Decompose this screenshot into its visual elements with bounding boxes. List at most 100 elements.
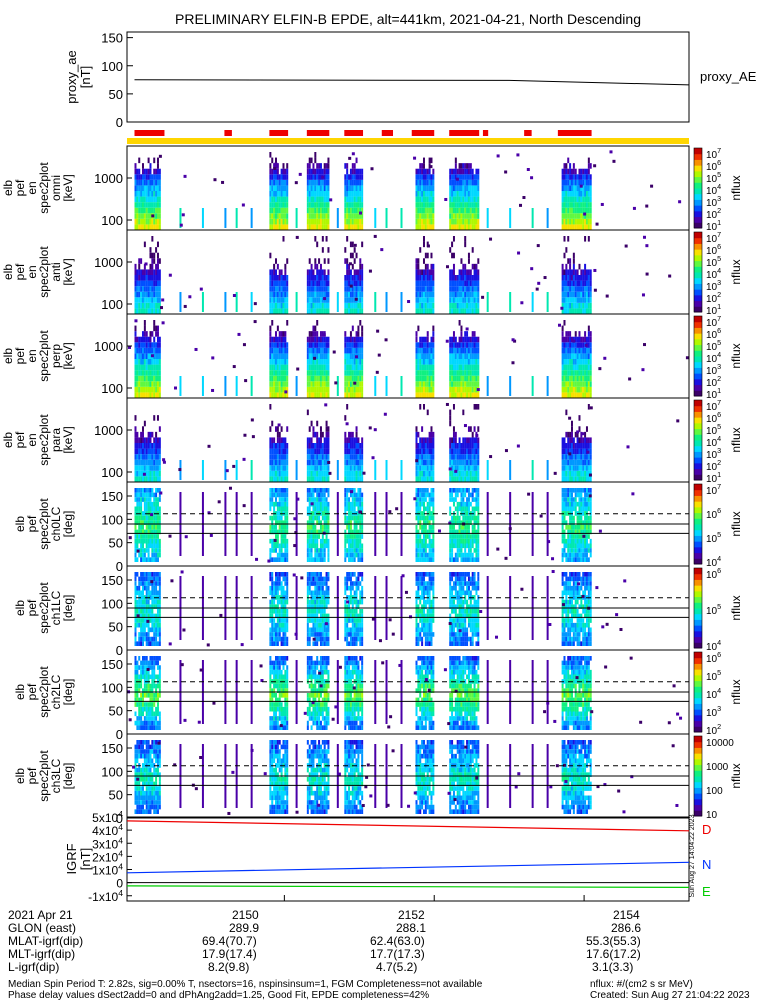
colorbar-segment xyxy=(694,283,702,289)
science-zone-bar xyxy=(134,130,164,136)
spec-panel-5: 150100500elbpefspec2plotch1LC[deg]106105… xyxy=(13,566,743,658)
colorbar-segment xyxy=(694,747,702,753)
colorbar-segment xyxy=(694,495,702,501)
colorbar-segment xyxy=(694,602,702,608)
colorbar-segment xyxy=(694,316,702,322)
colorbar-segment xyxy=(694,232,702,238)
colorbar-segment xyxy=(694,501,702,507)
proxy-ae-legend: proxy_AE xyxy=(700,69,757,84)
colorbar-tick-label: 10 xyxy=(706,810,718,821)
colorbar-tick-label: 106 xyxy=(706,506,721,521)
science-zone-bar xyxy=(449,130,479,136)
colorbar-tick-label: 105 xyxy=(706,530,721,545)
spec-ytick-label: 150 xyxy=(101,741,123,756)
spec-ytick-label: 0 xyxy=(116,727,123,742)
spec-ylabel-line: [deg] xyxy=(61,511,75,538)
science-zone-bar xyxy=(224,130,231,136)
igrf-legend-e: E xyxy=(702,884,711,899)
spec-ytick-label: 1000 xyxy=(94,255,123,270)
proxy-ae-line xyxy=(135,80,690,85)
spec-ytick-label: 50 xyxy=(109,788,123,803)
colorbar-segment xyxy=(694,434,702,440)
footer-l-1: 8.2(9.8) xyxy=(208,961,249,974)
colorbar-segment xyxy=(694,568,702,574)
proxy-ae-ylabel-line1: proxy_ae xyxy=(64,50,79,103)
colorbar-segment xyxy=(694,356,702,362)
footer-note-phase: Phase delay values dSect2add=0 and dPhAn… xyxy=(8,990,429,1001)
spec-ytick-label: 100 xyxy=(101,596,123,611)
colorbar-segment xyxy=(694,429,702,435)
spec-panel-2: 1000100elbpefenspec2plotperp[keV]1071061… xyxy=(1,314,743,401)
colorbar-segment xyxy=(694,726,702,732)
colorbar-segment xyxy=(694,249,702,255)
science-zone-bar xyxy=(412,130,434,136)
spec-panel-frame xyxy=(127,146,689,230)
colorbar-segment xyxy=(694,327,702,333)
colorbar-segment xyxy=(694,484,702,490)
colorbar-segment xyxy=(694,474,702,480)
colorbar-segment xyxy=(694,159,702,165)
colorbar-segment xyxy=(694,547,702,553)
proxy-ae-ytick-label: 0 xyxy=(116,115,123,130)
colorbar-segment xyxy=(694,211,702,217)
spec-ylabel-line: [keV] xyxy=(61,342,75,369)
spec-panel-frame xyxy=(127,314,689,398)
colorbar-segment xyxy=(694,205,702,211)
colorbar-segment xyxy=(694,411,702,417)
spec-ytick-label: 150 xyxy=(101,657,123,672)
colorbar-segment xyxy=(694,177,702,183)
colorbar-label: nflux xyxy=(729,679,743,704)
spec-ytick-label: 100 xyxy=(101,381,123,396)
footer-note-nflux: nflux: #/(cm2 s sr MeV) xyxy=(590,979,693,990)
colorbar-segment xyxy=(694,574,702,580)
spec-ytick-label: 100 xyxy=(101,297,123,312)
colorbar-segment xyxy=(694,217,702,223)
spec-panel-3: 1000100elbpefenspec2plotpara[keV]1071061… xyxy=(1,398,743,485)
colorbar-segment xyxy=(694,669,702,675)
colorbar-segment xyxy=(694,709,702,715)
colorbar-segment xyxy=(694,362,702,368)
spec-panel-4: 150100500elbpefspec2plotch0LC[deg]107106… xyxy=(13,482,743,574)
spec-ylabel-line: [keV] xyxy=(61,426,75,453)
colorbar-segment xyxy=(694,782,702,788)
spec-ylabel-line: [deg] xyxy=(61,763,75,790)
footer-l-3: 3.1(3.3) xyxy=(592,961,633,974)
colorbar-segment xyxy=(694,243,702,249)
colorbar-tick-label: 105 xyxy=(706,602,721,617)
colorbar-segment xyxy=(694,306,702,312)
colorbar-tick-label: 100 xyxy=(706,786,723,797)
colorbar-segment xyxy=(694,663,702,669)
colorbar-tick-label: 102 xyxy=(706,722,721,737)
colorbar-segment xyxy=(694,490,702,496)
colorbar-segment xyxy=(694,753,702,759)
spec-ylabel-line: [deg] xyxy=(61,679,75,706)
colorbar-segment xyxy=(694,188,702,194)
colorbar-segment xyxy=(694,507,702,513)
colorbar-segment xyxy=(694,597,702,603)
spec-ytick-label: 50 xyxy=(109,704,123,719)
science-zone-bar xyxy=(524,130,531,136)
proxy-ae-ylabel-line2: [nT] xyxy=(78,66,93,88)
science-zone-band xyxy=(127,130,689,144)
colorbar-segment xyxy=(694,675,702,681)
colorbar-segment xyxy=(694,513,702,519)
colorbar-segment xyxy=(694,736,702,742)
colorbar-segment xyxy=(694,759,702,765)
proxy-ae-ytick-label: 100 xyxy=(101,59,123,74)
colorbar-segment xyxy=(694,535,702,541)
colorbar-label: nflux xyxy=(729,763,743,788)
colorbar-segment xyxy=(694,400,702,406)
colorbar-tick-label: 104 xyxy=(706,686,721,701)
spec-ytick-label: 150 xyxy=(101,489,123,504)
colorbar-segment xyxy=(694,463,702,469)
colorbar-segment xyxy=(694,446,702,452)
igrf-line-E xyxy=(127,886,689,888)
colorbar-label: nflux xyxy=(729,343,743,368)
colorbar-segment xyxy=(694,681,702,687)
spec-ytick-label: 1000 xyxy=(94,171,123,186)
colorbar-segment xyxy=(694,721,702,727)
spec-panel-frame xyxy=(127,398,689,482)
science-zone-bar xyxy=(307,130,329,136)
science-zone-bar xyxy=(382,130,393,136)
colorbar-segment xyxy=(694,637,702,643)
